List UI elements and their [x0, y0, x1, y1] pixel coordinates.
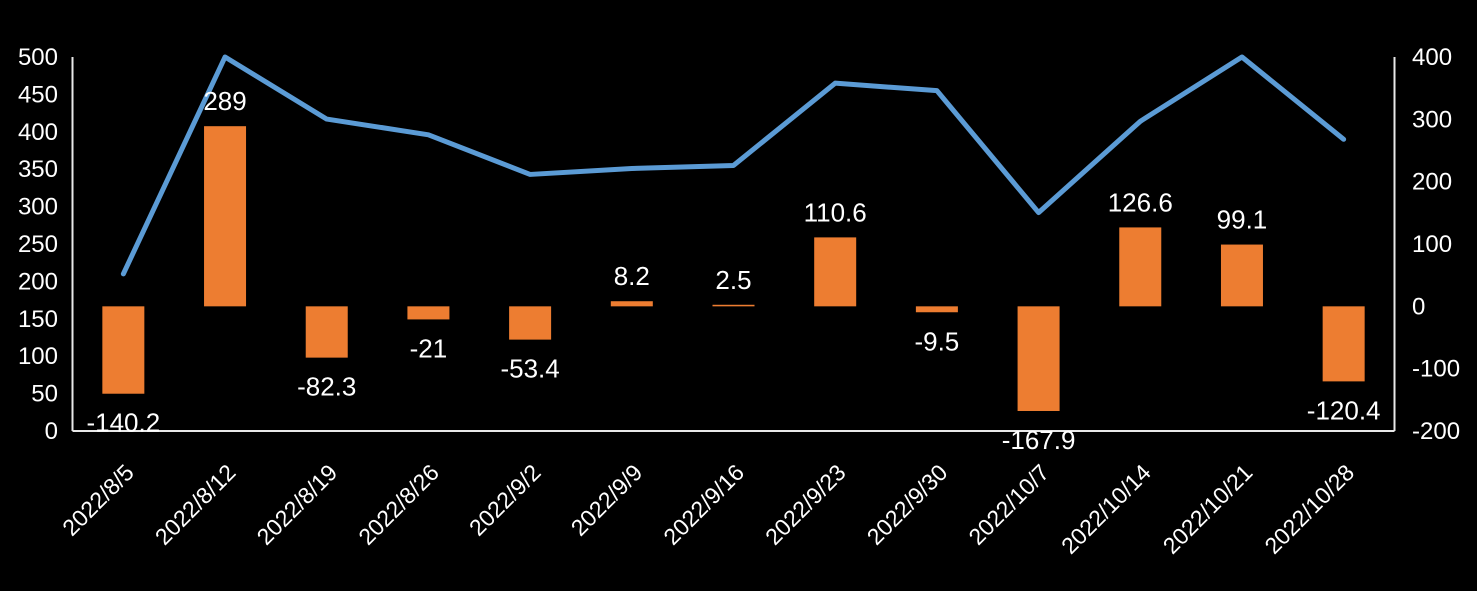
- left-axis-tick-label: 500: [18, 44, 58, 71]
- right-axis-tick-label: 200: [1412, 169, 1452, 196]
- bar-data-label: 99.1: [1217, 205, 1268, 235]
- x-axis-category-label: 2022/9/2: [464, 459, 546, 541]
- bar-data-label: -140.2: [86, 408, 160, 438]
- x-axis-category-label: 2022/8/5: [57, 459, 139, 541]
- left-axis-tick-label: 300: [18, 194, 58, 221]
- bar-data-label: -82.3: [297, 372, 356, 402]
- bar-data-label: -53.4: [500, 354, 559, 384]
- x-axis-category-label: 2022/10/21: [1158, 459, 1258, 559]
- left-axis-tick-label: 450: [18, 81, 58, 108]
- x-axis-category-label: 2022/8/19: [252, 459, 343, 550]
- left-axis-tick-label: 250: [18, 231, 58, 258]
- bar-2022/8/5: [102, 306, 145, 394]
- bar-data-label: 8.2: [614, 261, 650, 291]
- bar-2022/8/26: [407, 306, 450, 320]
- bar-2022/8/12: [204, 126, 247, 307]
- left-axis-tick-label: 100: [18, 343, 58, 370]
- bar-2022/10/14: [1119, 227, 1162, 307]
- x-axis-category-label: 2022/10/7: [963, 459, 1054, 550]
- right-axis-tick-label: 400: [1412, 44, 1452, 71]
- right-axis-tick-label: -200: [1412, 418, 1460, 445]
- left-axis-tick-label: 150: [18, 306, 58, 333]
- bar-data-label: 110.6: [804, 197, 867, 227]
- right-axis-tick-label: 0: [1412, 293, 1425, 320]
- bar-data-label: 126.6: [1108, 187, 1173, 217]
- bar-data-label: -120.4: [1307, 395, 1381, 425]
- x-axis-category-label: 2022/9/16: [658, 459, 749, 550]
- bar-2022/8/19: [305, 306, 348, 358]
- right-axis-tick-label: 100: [1412, 231, 1452, 258]
- bar-2022/9/23: [814, 237, 857, 307]
- left-axis-tick-label: 0: [45, 418, 58, 445]
- left-axis-tick-label: 50: [31, 381, 58, 408]
- x-axis-category-label: 2022/10/14: [1056, 459, 1156, 559]
- bar-2022/9/9: [610, 301, 653, 307]
- right-axis-tick-label: 300: [1412, 106, 1452, 133]
- x-axis-category-label: 2022/9/23: [760, 459, 851, 550]
- bar-2022/10/7: [1017, 306, 1060, 411]
- bar-data-label: 2.5: [715, 265, 751, 295]
- bar-data-label: -9.5: [914, 326, 959, 356]
- x-axis-category-label: 2022/9/30: [862, 459, 953, 550]
- left-axis-tick-label: 350: [18, 156, 58, 183]
- bar-data-label: -21: [410, 333, 448, 363]
- x-axis-category-label: 2022/8/12: [150, 459, 241, 550]
- bar-2022/9/30: [915, 306, 958, 313]
- bar-data-label: -167.9: [1002, 425, 1076, 455]
- bar-2022/10/28: [1322, 306, 1365, 382]
- bar-data-label: 289: [203, 86, 246, 116]
- bar-2022/10/21: [1220, 244, 1263, 307]
- x-axis-category-label: 2022/9/9: [566, 459, 648, 541]
- trend-line: [120, 54, 1347, 277]
- x-axis-category-label: 2022/10/28: [1259, 459, 1359, 559]
- left-axis-tick-label: 400: [18, 119, 58, 146]
- right-axis-tick-label: -100: [1412, 356, 1460, 383]
- x-axis-category-label: 2022/8/26: [353, 459, 444, 550]
- bar-2022/9/16: [712, 304, 755, 307]
- left-axis-tick-label: 200: [18, 268, 58, 295]
- bar-2022/9/2: [509, 306, 552, 340]
